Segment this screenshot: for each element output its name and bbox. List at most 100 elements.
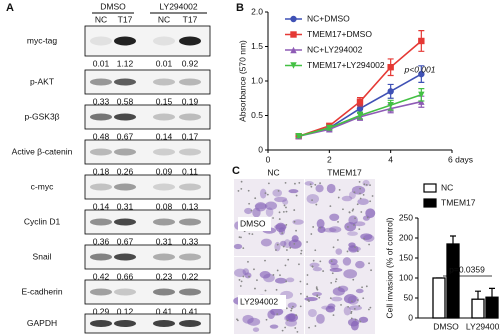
pore	[338, 286, 341, 289]
band	[179, 36, 201, 46]
pore	[294, 327, 297, 329]
cell	[355, 260, 365, 269]
cell	[358, 316, 369, 323]
y-tick-label: 250	[399, 212, 413, 222]
pore	[240, 236, 242, 239]
pore	[359, 197, 362, 200]
pore	[283, 204, 286, 207]
row-label: Cyclin D1	[24, 216, 61, 226]
cell	[265, 207, 274, 217]
cell	[323, 227, 337, 233]
pore	[358, 228, 361, 231]
cell	[328, 258, 338, 266]
pore	[359, 192, 361, 195]
pore	[371, 195, 374, 197]
cell	[259, 271, 271, 279]
lane-label: T17	[183, 14, 198, 24]
cell	[329, 213, 340, 221]
pore	[307, 298, 309, 301]
cell	[287, 302, 297, 309]
cell	[244, 207, 253, 215]
pore	[295, 314, 298, 316]
y-tick-label: 150	[399, 252, 413, 262]
band-value: 0.58	[117, 96, 134, 106]
pore	[299, 305, 302, 308]
pore	[354, 318, 357, 321]
cell	[343, 294, 357, 304]
lane-label: T17	[118, 14, 133, 24]
pore	[319, 260, 322, 263]
band	[153, 113, 175, 121]
band-value: 0.41	[182, 306, 199, 316]
pore	[310, 233, 313, 235]
pore	[356, 299, 359, 301]
pore	[276, 313, 279, 316]
band	[153, 253, 175, 261]
band	[114, 183, 136, 191]
pore	[353, 191, 356, 194]
pore	[311, 265, 314, 268]
pore	[290, 307, 293, 310]
marker	[290, 31, 297, 38]
pore	[282, 210, 285, 213]
cell	[274, 241, 281, 252]
pore	[264, 192, 267, 195]
pore	[329, 297, 332, 300]
pore	[248, 202, 251, 205]
pore	[286, 249, 288, 251]
cell	[259, 188, 267, 199]
pore	[335, 278, 338, 281]
pore	[285, 223, 288, 226]
band	[153, 320, 175, 327]
band-value: 0.29	[93, 306, 110, 316]
band-value: 0.08	[156, 201, 173, 211]
cell	[316, 313, 325, 324]
band	[90, 288, 112, 296]
marker	[356, 112, 364, 119]
pore	[363, 237, 366, 240]
band	[114, 148, 136, 156]
cell	[309, 262, 320, 268]
pore	[369, 184, 371, 187]
x-tick-label: 6 days	[448, 154, 473, 164]
legend-label: NC+DMSO	[307, 13, 350, 23]
pore	[264, 289, 267, 292]
band	[179, 113, 201, 121]
pore	[308, 326, 310, 329]
legend-label: NC+LY294002	[307, 44, 363, 54]
x-tick-label: 0	[266, 154, 271, 164]
legend-label: NC	[441, 182, 453, 192]
marker	[387, 101, 394, 109]
row-label: p-GSK3β	[24, 111, 59, 121]
column-label: TMEM17	[327, 167, 362, 177]
pore	[312, 259, 315, 262]
pore	[293, 220, 296, 223]
pore	[310, 185, 313, 188]
pore	[353, 224, 355, 226]
column-label: NC	[267, 167, 279, 177]
band-value: 0.01	[93, 58, 110, 68]
cell	[252, 327, 260, 332]
pore	[368, 308, 370, 311]
cell	[348, 191, 356, 199]
band	[179, 320, 201, 327]
pore	[330, 260, 333, 263]
marker	[290, 15, 297, 23]
cell	[353, 221, 366, 227]
pore	[332, 246, 335, 249]
bar	[446, 243, 460, 319]
pore	[284, 326, 287, 329]
pore	[329, 205, 332, 208]
pore	[342, 208, 344, 211]
pore	[337, 220, 339, 223]
pore	[276, 243, 279, 246]
band	[179, 183, 201, 191]
pore	[319, 226, 322, 229]
row-label: Snail	[33, 251, 52, 261]
band-value: 0.15	[156, 96, 173, 106]
marker	[418, 98, 425, 105]
pore	[352, 208, 355, 211]
pore	[348, 211, 351, 214]
pore	[294, 182, 296, 185]
y-tick-label: 50	[404, 292, 414, 302]
